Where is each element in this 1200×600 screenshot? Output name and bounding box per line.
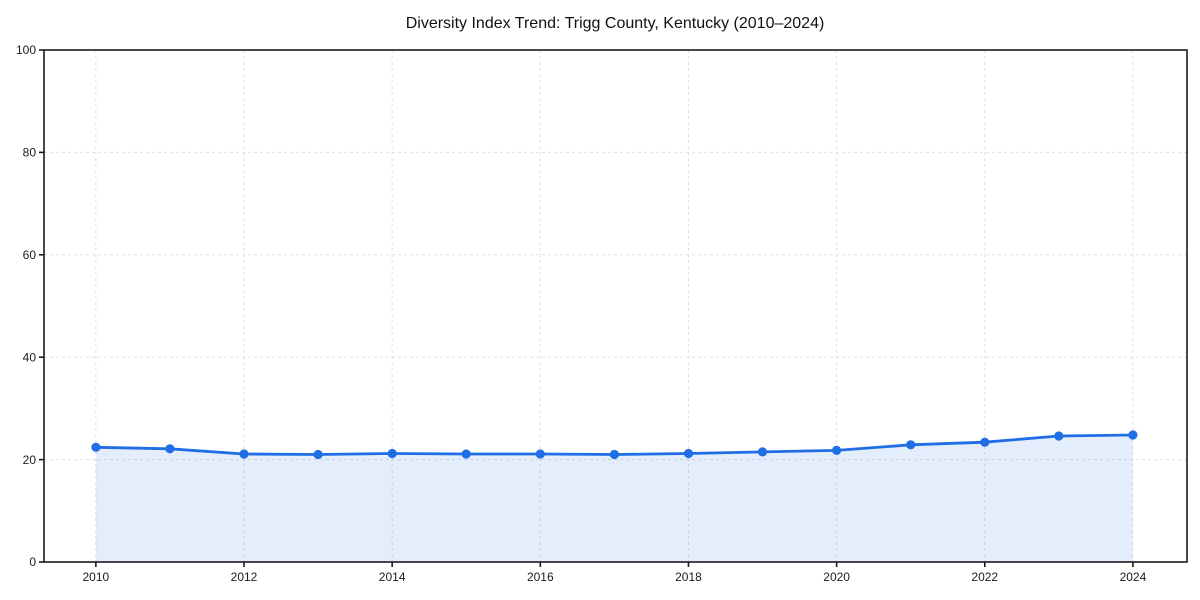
x-tick-label: 2018 (675, 570, 702, 584)
data-point-marker (980, 437, 990, 447)
data-point-marker (832, 445, 842, 455)
area-fill (95, 435, 1133, 562)
y-tick-label: 0 (29, 555, 36, 569)
y-tick-label: 60 (23, 248, 37, 262)
data-point-marker (535, 449, 545, 459)
data-point-marker (1128, 430, 1138, 440)
data-point-marker (1054, 431, 1064, 441)
y-tick-label: 40 (23, 350, 37, 364)
data-point-marker (387, 448, 397, 459)
x-tick-label: 2010 (83, 570, 110, 584)
data-point-marker (906, 440, 916, 450)
x-tick-label: 2022 (971, 570, 998, 584)
data-point-marker (239, 449, 249, 459)
x-tick-label: 2020 (823, 570, 850, 584)
data-layer (91, 430, 1138, 562)
x-tick-label: 2014 (379, 570, 406, 584)
data-point-marker (609, 449, 620, 460)
data-point-marker (461, 449, 471, 459)
data-point-marker (91, 442, 101, 452)
plot-border (43, 49, 1188, 563)
chart-title: Diversity Index Trend: Trigg County, Ken… (406, 15, 825, 32)
data-point-marker (313, 449, 323, 460)
y-tick-label: 80 (23, 146, 37, 160)
data-point-marker (757, 447, 768, 457)
x-tick-label: 2012 (231, 570, 258, 584)
y-tick-label: 20 (23, 453, 37, 467)
y-tick-label: 100 (16, 43, 36, 57)
x-tick-label: 2024 (1120, 570, 1147, 584)
data-point-marker (165, 444, 175, 454)
axes-layer: 2010 2012 2014 2016 2018 2020 2022 2024 0 20 40 60 8… (16, 43, 1188, 584)
data-point-marker (683, 448, 694, 459)
x-tick-label: 2016 (527, 570, 554, 584)
